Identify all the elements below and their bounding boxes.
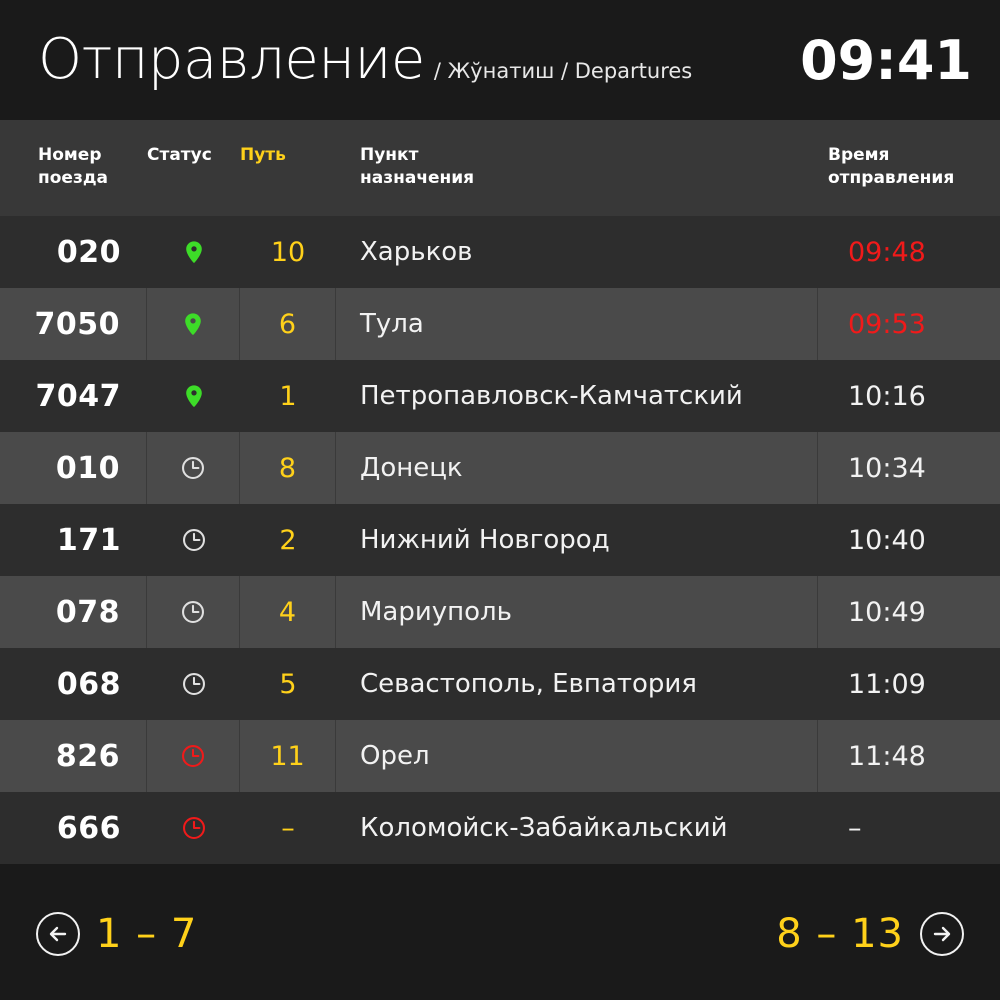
cell-destination: Тула: [336, 288, 818, 360]
clock-icon: [180, 455, 206, 481]
page-title: Отправление: [38, 27, 425, 92]
cell-train-number: 7050: [0, 288, 147, 360]
prev-page-label[interactable]: 1 – 7: [96, 911, 198, 957]
clock-icon: [181, 815, 207, 841]
cell-train-number: 078: [0, 576, 147, 648]
cell-destination: Харьков: [360, 237, 473, 267]
cell-status: [147, 432, 240, 504]
cell-status: [147, 720, 240, 792]
column-header-departure-time: Время отправления: [818, 144, 1000, 190]
column-header-destination-line2: назначения: [360, 167, 475, 188]
title-group: Отправление / Жўнатиш / Departures: [38, 32, 800, 88]
clock-icon: [180, 743, 206, 769]
cell-destination: Мариуполь: [336, 576, 818, 648]
location-pin-icon: [181, 239, 207, 265]
table-row: 078 4 Мариуполь 10:49: [0, 576, 1000, 648]
arrow-right-circle-icon[interactable]: [920, 912, 964, 956]
column-header-train-number: Номер поезда: [0, 144, 147, 190]
cell-destination: Орел: [336, 720, 818, 792]
cell-destination: Петропавловск-Камчатский: [360, 381, 743, 411]
cell-status: [147, 648, 240, 720]
table-row: 826 11 Орел 11:48: [0, 720, 1000, 792]
column-header-train-number-line2: поезда: [38, 167, 109, 188]
cell-path: 6: [240, 288, 336, 360]
cell-path: 11: [240, 720, 336, 792]
next-page-label[interactable]: 8 – 13: [776, 911, 904, 957]
cell-departure-time: 11:48: [848, 740, 926, 772]
cell-departure-time: 10:16: [848, 380, 926, 412]
cell-departure-time: 10:34: [848, 452, 926, 484]
cell-train-number: 171: [56, 522, 121, 558]
cell-status: [147, 576, 240, 648]
column-header-train-number-line1: Номер: [38, 145, 102, 165]
cell-status: [147, 360, 240, 432]
cell-status: [147, 216, 240, 288]
cell-path: 2: [279, 524, 297, 556]
column-header-departure-time-line2: отправления: [828, 167, 955, 188]
cell-path: 4: [240, 576, 336, 648]
location-pin-icon: [180, 311, 206, 337]
pagination-bar: 1 – 7 8 – 13: [0, 868, 1000, 1000]
cell-train-number: 666: [56, 810, 121, 846]
cell-train-number: 068: [56, 666, 121, 702]
table-row: 666 – Коломойск-Забайкальский –: [0, 792, 1000, 864]
cell-train-number: 7047: [35, 378, 121, 414]
cell-train-number: 826: [0, 720, 147, 792]
column-header-destination: Пункт назначения: [336, 144, 818, 190]
board-header: Отправление / Жўнатиш / Departures 09:41: [0, 0, 1000, 120]
current-time-clock: 09:41: [800, 28, 972, 92]
cell-departure-time: 10:49: [848, 596, 926, 628]
column-header-path: Путь: [240, 145, 286, 165]
cell-departure-time: 09:53: [848, 308, 926, 340]
cell-status: [147, 792, 240, 864]
table-row: 068 5 Севастополь, Евпатория 11:09: [0, 648, 1000, 720]
prev-page-control[interactable]: 1 – 7: [36, 911, 197, 957]
location-pin-icon: [181, 383, 207, 409]
cell-train-number: 010: [0, 432, 147, 504]
cell-train-number: 020: [56, 234, 121, 270]
column-header-departure-time-line1: Время: [828, 145, 890, 165]
clock-icon: [181, 527, 207, 553]
table-row: 171 2 Нижний Новгород 10:40: [0, 504, 1000, 576]
table-row: 7050 6 Тула 09:53: [0, 288, 1000, 360]
next-page-control[interactable]: 8 – 13: [776, 911, 964, 957]
departures-table-body: 020 10 Харьков 09:48 7050 6 Тула 09:53 7047 1 Петр…: [0, 216, 1000, 868]
cell-destination: Севастополь, Евпатория: [360, 669, 697, 699]
cell-status: [147, 288, 240, 360]
table-row: 010 8 Донецк 10:34: [0, 432, 1000, 504]
cell-departure-time: 11:09: [848, 668, 926, 700]
cell-path: 8: [240, 432, 336, 504]
cell-departure-time: 09:48: [848, 236, 926, 268]
arrow-left-circle-icon[interactable]: [36, 912, 80, 956]
cell-status: [147, 504, 240, 576]
cell-path: 10: [270, 236, 306, 268]
cell-path: 1: [279, 380, 297, 412]
page-title-translations: / Жўнатиш / Departures: [433, 59, 693, 83]
cell-departure-time: 10:40: [848, 524, 926, 556]
cell-path: 5: [279, 668, 297, 700]
cell-destination: Донецк: [336, 432, 818, 504]
cell-departure-time: –: [848, 812, 862, 844]
cell-path: –: [281, 812, 295, 844]
table-row: 020 10 Харьков 09:48: [0, 216, 1000, 288]
column-header-status: Статус: [147, 145, 212, 165]
column-header-destination-line1: Пункт: [360, 145, 419, 165]
table-row: 7047 1 Петропавловск-Камчатский 10:16: [0, 360, 1000, 432]
cell-destination: Коломойск-Забайкальский: [360, 813, 728, 843]
clock-icon: [180, 599, 206, 625]
column-header-row: Номер поезда Статус Путь Пункт назначени…: [0, 120, 1000, 216]
cell-destination: Нижний Новгород: [360, 525, 610, 555]
clock-icon: [181, 671, 207, 697]
